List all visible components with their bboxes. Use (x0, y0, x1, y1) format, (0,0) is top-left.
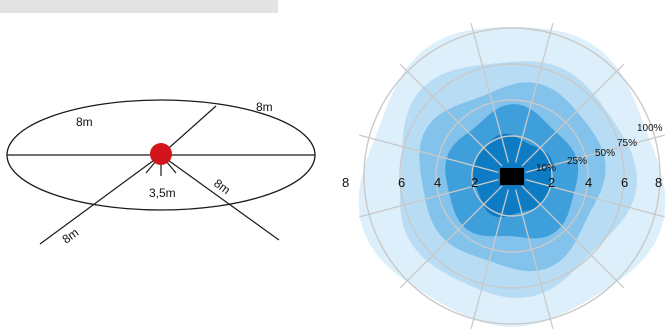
scale-right-4: 4 (585, 175, 592, 190)
radial-spoke (470, 189, 510, 329)
zone-label-25: 25% (567, 156, 587, 167)
top-edge-bar (0, 0, 278, 13)
radial-spoke (525, 134, 665, 174)
detector-icon (500, 168, 524, 185)
zone-label-75: 75% (617, 138, 637, 149)
label-center-range: 3,5m (149, 186, 176, 200)
scale-left-6: 6 (398, 175, 405, 190)
diagonal-radius-left (39, 154, 162, 245)
scale-left-8: 8 (342, 175, 349, 190)
range-rings (363, 27, 661, 325)
radial-spoke (359, 134, 499, 174)
label-radius-top-left: 8m (76, 115, 93, 129)
radial-spoke (359, 178, 499, 218)
zone-label-100: 100% (637, 123, 663, 134)
scale-right-2: 2 (548, 175, 555, 190)
diagonal-radius-right (160, 154, 280, 241)
label-radius-diag-left: 8m (60, 225, 82, 246)
scale-left-4: 4 (434, 175, 441, 190)
polar-coverage-diagram: 8 6 4 2 2 4 6 8 100% 75% 50% 25% 10% (342, 23, 666, 329)
range-ring (471, 135, 553, 217)
diagonal-radius-top (160, 105, 217, 156)
radial-spoke (514, 189, 554, 329)
range-ring (399, 63, 625, 289)
hemisphere-diagram: 8m 8m 3,5m 8m 8m (6, 99, 316, 246)
sensor-dot-icon (150, 143, 172, 165)
radial-spoke (514, 23, 554, 163)
radial-spoke (399, 185, 503, 289)
scale-right-6: 6 (621, 175, 628, 190)
scale-left-2: 2 (471, 175, 478, 190)
radial-spoke (525, 178, 665, 218)
zone-label-10: 10% (536, 163, 556, 174)
label-radius-top-right: 8m (256, 100, 273, 114)
radial-spokes (359, 23, 665, 329)
radial-spoke (521, 63, 625, 167)
range-ring (363, 27, 661, 325)
range-ring (435, 99, 589, 253)
scale-right-8: 8 (655, 175, 662, 190)
radial-spoke (521, 185, 625, 289)
radial-spoke (399, 63, 503, 167)
radial-spoke (470, 23, 510, 163)
zone-label-50: 50% (595, 148, 615, 159)
